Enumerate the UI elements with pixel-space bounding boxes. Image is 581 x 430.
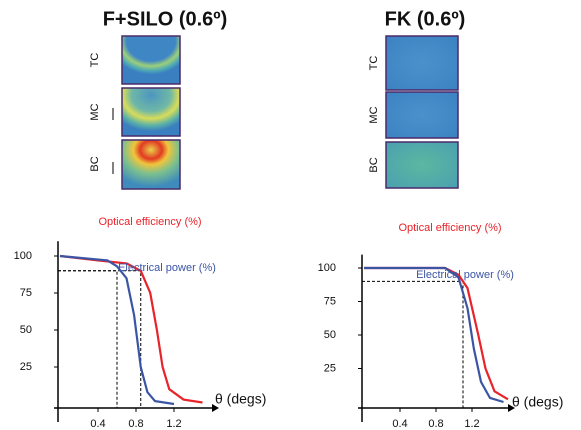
line <box>364 268 504 402</box>
reference-line <box>362 281 463 408</box>
x-axis-label: θ (degs) <box>512 394 563 410</box>
y-tick-label: 75 <box>20 287 32 299</box>
series-annotation: Optical efficiency (%) <box>98 216 201 228</box>
panel-label: MC <box>89 103 101 120</box>
panel-label: TC <box>89 53 101 68</box>
y-tick-label: 100 <box>318 262 336 274</box>
series-annotation: Optical efficiency (%) <box>398 222 501 234</box>
y-tick-label: 50 <box>324 329 336 341</box>
x-axis-label: θ (degs) <box>215 391 266 407</box>
x-tick-label: 0.8 <box>428 418 443 430</box>
reference-line <box>58 271 117 408</box>
heatmap <box>386 142 458 188</box>
x-tick-label: 1.2 <box>166 418 181 430</box>
heatmap <box>122 140 180 189</box>
heatmap <box>386 36 458 90</box>
y-tick-label: 75 <box>324 295 336 307</box>
y-tick-label: 25 <box>20 361 32 373</box>
y-tick-label: 25 <box>324 362 336 374</box>
y-tick-label: 50 <box>20 324 32 336</box>
y-tick-label: 100 <box>14 250 32 262</box>
line <box>364 268 508 399</box>
heatmap <box>122 36 180 84</box>
heatmap <box>386 92 458 138</box>
x-tick-label: 0.8 <box>128 418 143 430</box>
figure: F+SILO (0.6º) TC MC BC θ (degs) 25 50 75 100 0.4 0… <box>0 0 581 430</box>
panel-label: TC <box>368 56 380 71</box>
x-tick-label: 0.4 <box>392 418 407 430</box>
series-annotation: Electrical power (%) <box>416 269 514 281</box>
chart-title: FK (0.6º) <box>385 8 466 30</box>
chart-title: F+SILO (0.6º) <box>103 8 228 30</box>
panel-label: BC <box>368 157 380 172</box>
heatmap <box>122 88 180 136</box>
panel-label: MC <box>368 106 380 123</box>
heatmaps <box>122 36 458 189</box>
x-tick-label: 0.4 <box>90 418 105 430</box>
x-tick-label: 1.2 <box>464 418 479 430</box>
panel-label: BC <box>89 156 101 171</box>
line <box>60 256 203 403</box>
series-annotation: Electrical power (%) <box>118 262 216 274</box>
